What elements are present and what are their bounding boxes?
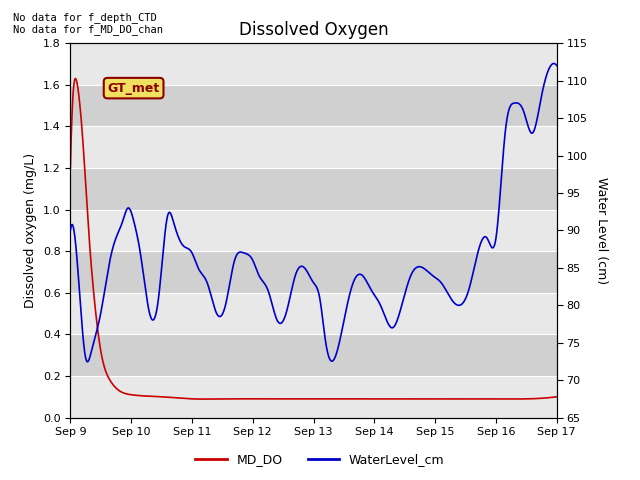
Bar xyxy=(70,168,557,210)
Bar xyxy=(70,126,557,168)
Bar xyxy=(70,43,557,85)
Text: No data for f_depth_CTD: No data for f_depth_CTD xyxy=(13,12,157,23)
Bar xyxy=(70,85,557,126)
Bar xyxy=(70,335,557,376)
Y-axis label: Water Level (cm): Water Level (cm) xyxy=(595,177,609,284)
Bar xyxy=(70,251,557,293)
Title: Dissolved Oxygen: Dissolved Oxygen xyxy=(239,21,388,39)
Y-axis label: Dissolved oxygen (mg/L): Dissolved oxygen (mg/L) xyxy=(24,153,37,308)
Legend: MD_DO, WaterLevel_cm: MD_DO, WaterLevel_cm xyxy=(190,448,450,471)
Text: GT_met: GT_met xyxy=(108,82,160,95)
Bar xyxy=(70,293,557,335)
Bar xyxy=(70,210,557,251)
Bar xyxy=(70,376,557,418)
Text: No data for f_MD_DO_chan: No data for f_MD_DO_chan xyxy=(13,24,163,35)
